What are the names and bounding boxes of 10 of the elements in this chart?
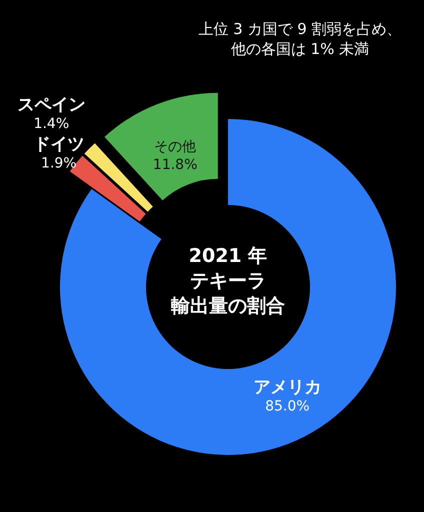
slice-label: スペイン (17, 95, 86, 116)
data-label: 1.4% (34, 116, 70, 132)
text: 上位 3 カ国で 9 割弱を占め、他の各国は 1% 未満 (198, 20, 402, 58)
data-label: 1.9% (41, 155, 77, 172)
slice-label: ドイツ (33, 134, 84, 154)
data-label: 11.8% (152, 156, 198, 173)
slice-label: アメリカ (253, 378, 322, 398)
text: 2021 年テキーラ輸出量の割合 (170, 245, 285, 317)
slice-label: その他 (154, 138, 196, 155)
data-label: 85.0% (265, 398, 310, 415)
